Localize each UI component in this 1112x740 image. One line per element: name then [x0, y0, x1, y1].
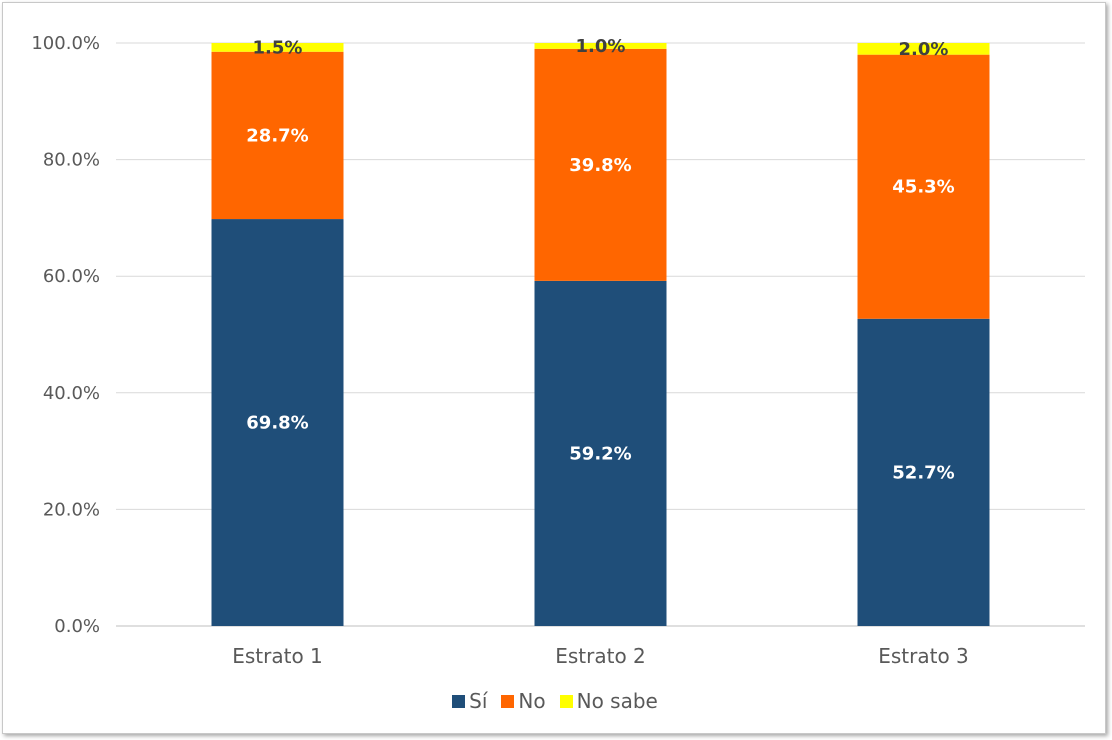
y-tick-label: 0.0% [54, 616, 100, 637]
data-label: 2.0% [899, 39, 949, 60]
y-tick-label: 20.0% [43, 499, 100, 520]
bar-segment [211, 51, 344, 220]
legend: Sí No No sabe [3, 689, 1107, 713]
data-label: 39.8% [569, 155, 631, 176]
legend-label: Sí [469, 689, 488, 713]
legend-item: No [501, 689, 546, 713]
data-label: 52.7% [892, 462, 954, 483]
x-category-label: Estrato 3 [878, 644, 969, 668]
data-label: 45.3% [892, 177, 954, 198]
data-label: 1.5% [253, 37, 303, 58]
y-axis-ticks: 0.0% 20.0% 40.0% 60.0% 80.0% 100.0% [31, 33, 100, 637]
data-label: 69.8% [246, 413, 308, 434]
y-tick-label: 100.0% [31, 33, 100, 54]
legend-item: No sabe [559, 689, 658, 713]
y-tick-label: 80.0% [43, 150, 100, 171]
bar-segment [211, 219, 344, 627]
x-axis-categories: Estrato 1 Estrato 2 Estrato 3 [232, 644, 969, 668]
bar-segment [211, 43, 344, 52]
legend-swatch [559, 694, 573, 708]
legend-label: No [518, 689, 546, 713]
data-label: 1.0% [576, 36, 626, 57]
bar-segment [534, 48, 667, 281]
legend-item: Sí [452, 689, 487, 713]
data-label: 28.7% [246, 125, 308, 146]
stacked-bar-chart: 0.0% 20.0% 40.0% 60.0% 80.0% 100.0% 69.8% 28.7… [31, 33, 1085, 668]
legend-swatch [501, 694, 515, 708]
legend-label: No sabe [576, 689, 658, 713]
bar-segment [857, 318, 990, 626]
bar-segment [534, 43, 667, 49]
y-tick-label: 60.0% [43, 266, 100, 287]
x-category-label: Estrato 1 [232, 644, 323, 668]
x-category-label: Estrato 2 [555, 644, 646, 668]
bars [211, 43, 990, 627]
data-labels: 69.8% 28.7% 1.5% 59.2% 39.8% 1.0% 52.7% 45.3% 2.… [246, 36, 954, 483]
bar-segment [857, 43, 990, 55]
bar-segment [857, 54, 990, 319]
data-label: 59.2% [569, 443, 631, 464]
bar-segment [534, 280, 667, 626]
y-tick-label: 40.0% [43, 383, 100, 404]
legend-swatch [452, 694, 466, 708]
